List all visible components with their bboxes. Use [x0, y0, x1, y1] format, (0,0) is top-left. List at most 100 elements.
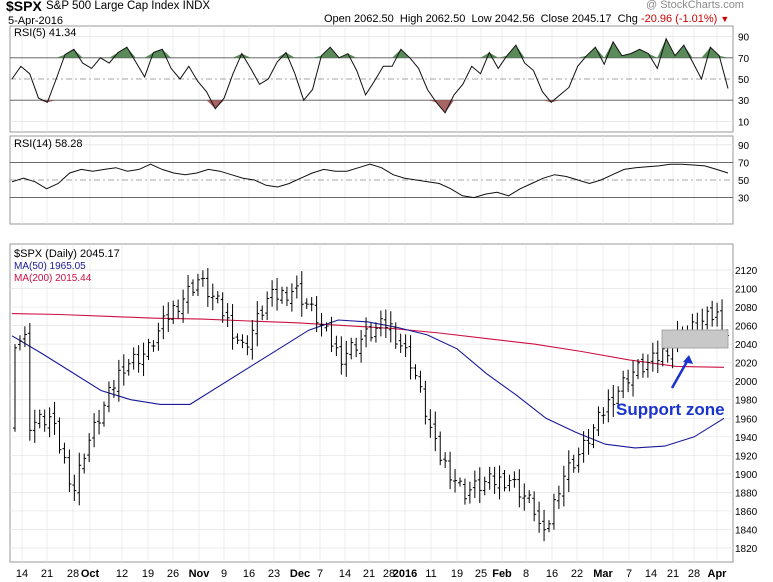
arrowhead-icon: [683, 355, 693, 364]
x-tick-label: 8: [523, 568, 529, 580]
high-label: High: [399, 13, 423, 25]
price-tick-label: 2060: [735, 322, 758, 333]
price-bar: [408, 335, 413, 380]
price-bar: [596, 406, 601, 436]
header-date: 5-Apr-2016: [8, 15, 64, 27]
x-tick-label: 12: [116, 568, 128, 580]
price-tick-label: 2120: [735, 266, 758, 277]
price-bar: [191, 279, 195, 296]
x-tick-label: 14: [645, 568, 657, 580]
price-bar: [220, 292, 225, 323]
price-bar: [576, 447, 581, 473]
price-bar: [22, 326, 27, 348]
price-bar: [319, 312, 324, 337]
price-bar: [655, 340, 660, 374]
price-bar: [433, 411, 438, 452]
x-tick-label: 7: [626, 568, 632, 580]
rsi5-tick-label: 70: [738, 54, 750, 65]
header-symbol: $SPX: [6, 0, 42, 14]
price-bar: [551, 493, 556, 530]
price-bar: [314, 296, 319, 333]
x-tick-label: 23: [268, 568, 280, 580]
price-bar: [472, 470, 477, 499]
x-tick-label: 21: [41, 568, 53, 580]
price-bar: [631, 360, 636, 397]
price-bar: [102, 401, 106, 427]
price-bar: [705, 306, 710, 330]
header-index-name: S&P 500 Large Cap Index INDX: [46, 0, 210, 12]
price-bar: [186, 274, 191, 314]
price-bar: [176, 299, 181, 319]
price-bar: [438, 431, 443, 466]
price-label: $SPX (Daily) 2045.17: [14, 248, 120, 260]
price-bar: [294, 275, 299, 299]
rsi14-tick-label: 70: [738, 158, 750, 169]
rsi5-label: RSI(5) 41.34: [14, 27, 76, 39]
price-bar: [517, 469, 522, 508]
price-bar: [601, 407, 606, 424]
price-bar: [13, 344, 17, 432]
price-bar: [462, 478, 467, 505]
price-bar: [156, 322, 161, 351]
price-bar: [324, 322, 329, 332]
price-bar: [571, 454, 576, 473]
rsi14-line: [11, 163, 729, 199]
price-bar: [230, 304, 235, 350]
price-bar: [200, 270, 205, 287]
price-bar: [116, 359, 121, 402]
price-bar: [443, 452, 448, 469]
price-bar: [616, 386, 621, 409]
price-bar: [334, 335, 339, 356]
price-bar: [650, 342, 655, 372]
price-bar: [235, 333, 240, 344]
x-tick-label: Oct: [81, 568, 100, 580]
x-tick-label: 26: [167, 568, 179, 580]
price-bar: [586, 428, 591, 455]
price-tick-label: 2040: [735, 340, 758, 351]
price-bar: [383, 309, 388, 338]
price-bar: [467, 481, 472, 504]
price-bar: [97, 409, 102, 435]
rsi5-tick-label: 30: [738, 96, 750, 107]
price-bar: [47, 407, 52, 438]
price-bar: [329, 316, 334, 353]
price-bar: [581, 431, 586, 463]
rsi5-oversold-fill: [12, 100, 728, 113]
price-bar: [289, 283, 294, 312]
rsi14-tick-label: 50: [738, 176, 750, 187]
price-bar: [645, 354, 650, 378]
price-tick-label: 1840: [735, 525, 758, 536]
price-bar: [166, 302, 171, 332]
watermark: @ StockCharts.com: [646, 0, 744, 11]
rsi5-tick-label: 90: [738, 33, 750, 44]
rsi5-overbought-fill: [12, 38, 728, 58]
x-tick-label: 28: [67, 568, 79, 580]
price-bar: [255, 301, 260, 347]
x-tick-label: Feb: [492, 568, 512, 580]
ma200-label: MA(200) 2015.44: [14, 273, 92, 284]
ma50-label: MA(50) 1965.05: [14, 261, 86, 272]
price-bar: [126, 358, 131, 376]
price-bar: [245, 335, 250, 356]
price-bar: [621, 370, 626, 399]
price-bar: [57, 417, 62, 454]
x-tick-label: 21: [667, 568, 679, 580]
price-bar: [344, 340, 349, 377]
x-tick-label: 2016: [393, 568, 417, 580]
price-bar: [32, 409, 37, 443]
x-tick-label: 16: [243, 568, 255, 580]
price-bar: [17, 335, 22, 351]
open-label: Open: [324, 13, 351, 25]
price-bar: [136, 345, 141, 373]
price-bar: [106, 381, 111, 413]
price-bar: [636, 359, 640, 380]
price-bar: [640, 353, 645, 378]
price-bar: [131, 347, 136, 370]
x-tick-label: 25: [475, 568, 487, 580]
price-bar: [181, 289, 186, 323]
price-bar: [556, 485, 561, 509]
price-bar: [280, 286, 284, 304]
rsi5-tick-label: 10: [738, 117, 750, 128]
price-bar: [497, 465, 502, 500]
price-bar: [92, 413, 97, 448]
